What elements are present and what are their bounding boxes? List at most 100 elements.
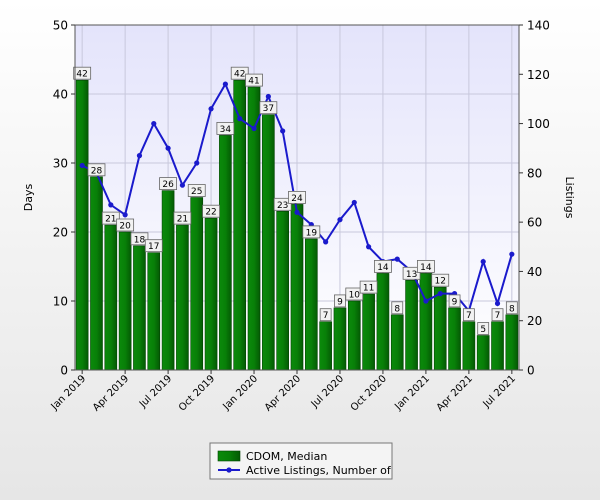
y-tick-label: 30 (53, 157, 68, 171)
data-label-box (116, 218, 135, 232)
data-label-box (230, 66, 249, 80)
data-label: 7 (323, 311, 329, 321)
data-label-box (491, 308, 504, 322)
data-label-box (245, 73, 263, 87)
data-label-box (302, 225, 321, 239)
bar (319, 321, 332, 371)
bar (90, 176, 103, 371)
y2-axis-title: Listings (563, 177, 576, 219)
data-label: 21 (177, 215, 188, 225)
data-label-box (101, 211, 120, 225)
bar (376, 273, 390, 371)
bar (161, 190, 175, 371)
data-label: 34 (220, 125, 232, 135)
data-label-box (202, 204, 220, 218)
data-label: 8 (509, 304, 515, 314)
bar (133, 245, 146, 371)
y2-tick-label: 120 (527, 68, 550, 82)
data-label-box (402, 266, 421, 280)
bar (190, 197, 204, 371)
line-point (251, 125, 257, 132)
data-label-box (173, 211, 192, 225)
line-point (122, 212, 128, 218)
data-label-box (505, 301, 518, 315)
y2-tick-label: 100 (527, 117, 550, 131)
data-label: 10 (349, 291, 361, 301)
data-label: 22 (205, 208, 216, 218)
y2-tick-label: 0 (527, 364, 535, 378)
bar (204, 217, 218, 371)
bar-series (75, 79, 519, 371)
data-label: 7 (495, 311, 501, 321)
data-label: 42 (76, 70, 87, 80)
y2-tick-label: 20 (527, 314, 542, 328)
line-point (222, 81, 228, 87)
bar (118, 231, 132, 371)
data-label-box (417, 259, 435, 273)
data-label: 9 (452, 297, 458, 307)
data-label-box (187, 184, 206, 197)
line-point (208, 106, 214, 112)
legend-label-cdom: CDOM, Median (246, 450, 327, 463)
line-point (108, 202, 114, 208)
line-point (165, 145, 171, 151)
y-tick-label: 10 (53, 295, 68, 309)
data-label: 24 (291, 194, 303, 204)
data-label: 20 (119, 222, 131, 232)
line-point (136, 153, 143, 159)
line-point (323, 239, 329, 245)
bar (433, 286, 447, 371)
bar (491, 321, 504, 371)
data-label: 42 (234, 70, 245, 80)
line-point (337, 217, 343, 223)
data-label-box (374, 259, 392, 273)
line-point (351, 199, 357, 206)
line-point (394, 256, 400, 262)
y2-tick-label: 140 (527, 19, 550, 33)
data-label: 8 (394, 304, 400, 314)
data-label-box (216, 122, 235, 135)
y-tick-label: 20 (53, 226, 68, 240)
bar (219, 135, 232, 371)
bar (390, 314, 404, 371)
line-point (194, 160, 200, 166)
data-label-box (345, 287, 364, 301)
line-point (151, 120, 157, 127)
legend-swatch-marker (226, 467, 232, 473)
data-label-box (259, 101, 278, 115)
bar (276, 211, 289, 371)
data-labels: 4228212018172621252234424137232419791011… (73, 66, 518, 335)
data-label: 9 (337, 297, 343, 307)
data-label: 12 (434, 277, 445, 287)
data-label-box (477, 322, 490, 335)
line-point (280, 128, 286, 134)
bar (290, 204, 304, 371)
data-label: 25 (191, 187, 202, 197)
bar (448, 307, 461, 371)
data-label: 14 (377, 263, 389, 273)
data-label: 37 (263, 104, 274, 114)
bar (233, 79, 247, 371)
legend-label-listings: Active Listings, Number of (246, 464, 392, 477)
legend-swatch-bar (217, 450, 241, 462)
data-label-box (87, 163, 106, 177)
bar (462, 321, 476, 371)
data-label: 28 (91, 166, 103, 176)
y-tick-label: 0 (60, 364, 68, 378)
line-point (437, 291, 443, 297)
line-point (265, 93, 271, 100)
data-label-box (159, 177, 177, 191)
y-tick-label: 40 (53, 88, 68, 102)
bar (262, 114, 275, 371)
data-label: 26 (162, 180, 174, 190)
data-label: 11 (363, 284, 374, 294)
data-label-box (391, 301, 404, 315)
line-point (79, 162, 85, 169)
line-point (237, 116, 243, 122)
data-label: 19 (306, 228, 318, 238)
line-point (480, 258, 486, 265)
data-label: 23 (277, 201, 288, 211)
